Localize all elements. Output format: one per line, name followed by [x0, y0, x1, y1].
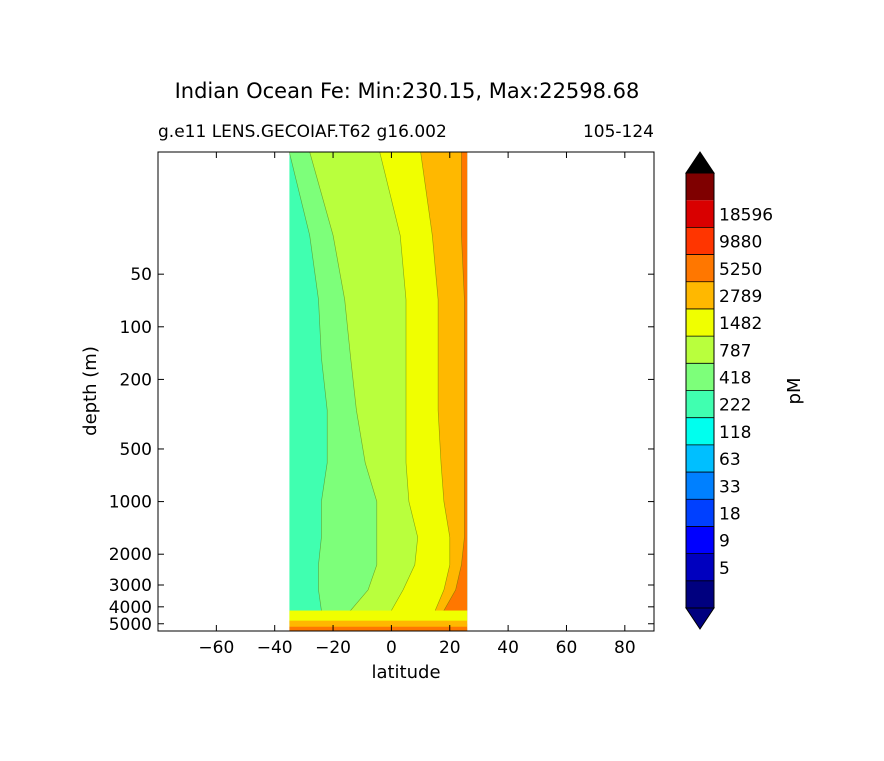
colorbar: 5 9 18 33 63 118 222 418 787 1482 2789 5250 9880 1859… — [685, 151, 773, 630]
colorbar-tick-label: 118 — [719, 423, 751, 443]
y-tick-label: 50 — [130, 265, 152, 285]
colorbar-segment — [686, 173, 714, 201]
colorbar-segment — [686, 499, 714, 527]
x-axis-label: latitude — [371, 662, 440, 683]
x-tick-label: −60 — [198, 638, 234, 658]
y-tick-label: 1000 — [109, 493, 152, 513]
colorbar-segment — [686, 526, 714, 554]
colorbar-tick-label: 1482 — [719, 314, 762, 334]
y-tick-label: 2000 — [109, 545, 152, 565]
y-tick-label: 100 — [120, 318, 152, 338]
colorbar-tick-label: 2789 — [719, 287, 762, 307]
colorbar-tick-label: 222 — [719, 396, 751, 416]
colorbar-segment — [686, 444, 714, 473]
x-axis: −60 −40 −20 0 20 40 60 80 — [198, 152, 636, 658]
colorbar-tick-label: 33 — [719, 477, 741, 497]
colorbar-tick-label: 787 — [719, 341, 751, 361]
heatmap-band — [289, 626, 468, 631]
heatmap-band — [289, 610, 468, 624]
heatmap-band — [408, 152, 468, 631]
x-tick-label: 80 — [614, 638, 636, 658]
y-tick-label: 4000 — [109, 598, 152, 618]
colorbar-segment — [686, 417, 714, 445]
plot-area — [157, 151, 655, 632]
colorbar-tick-label: 63 — [719, 450, 741, 470]
colorbar-segment — [686, 308, 714, 337]
plot-frame — [157, 151, 655, 632]
chart-subtitle-right: 105-124 — [583, 122, 654, 142]
heatmap-band — [420, 152, 468, 631]
x-tick-label: 0 — [386, 638, 397, 658]
x-tick-label: −20 — [315, 638, 351, 658]
colorbar-segment — [686, 336, 714, 364]
y-tick-label: 200 — [120, 370, 152, 390]
y-tick-label: 500 — [120, 440, 152, 460]
chart-subtitle-left: g.e11 LENS.GECOIAF.T62 g16.002 — [158, 122, 447, 142]
y-tick-label: 3000 — [109, 576, 152, 596]
colorbar-label: pM — [784, 378, 805, 405]
colorbar-extend-bottom — [685, 607, 715, 630]
colorbar-tick-label: 18 — [719, 504, 741, 524]
colorbar-extend-top — [685, 151, 715, 174]
chart-title: Indian Ocean Fe: Min:230.15, Max:22598.6… — [175, 79, 640, 103]
colorbar-tick-label: 9 — [719, 532, 730, 552]
colorbar-segment — [686, 390, 714, 418]
x-tick-label: 20 — [439, 638, 461, 658]
colorbar-tick-label: 5250 — [719, 260, 762, 280]
x-tick-label: 40 — [497, 638, 519, 658]
colorbar-segment — [686, 200, 714, 228]
colorbar-segment — [686, 254, 714, 282]
colorbar-segment — [686, 227, 714, 255]
colorbar-tick-label: 9880 — [719, 233, 762, 253]
no-data-region — [467, 152, 654, 631]
y-tick-label: 5000 — [109, 615, 152, 635]
y-axis-label: depth (m) — [80, 346, 101, 436]
colorbar-tick-label: 18596 — [719, 205, 773, 225]
heatmap-data — [158, 152, 654, 631]
colorbar-segment — [686, 363, 714, 391]
x-tick-label: 60 — [556, 638, 578, 658]
colorbar-tick-label: 418 — [719, 369, 751, 389]
colorbar-segment — [686, 553, 714, 581]
colorbar-tick-label: 5 — [719, 559, 730, 579]
colorbar-segment — [686, 472, 714, 500]
colorbar-segment — [686, 281, 714, 309]
no-data-region — [158, 152, 290, 631]
colorbar-segment — [686, 580, 714, 608]
x-tick-label: −40 — [257, 638, 293, 658]
heatmap-band — [289, 620, 468, 629]
